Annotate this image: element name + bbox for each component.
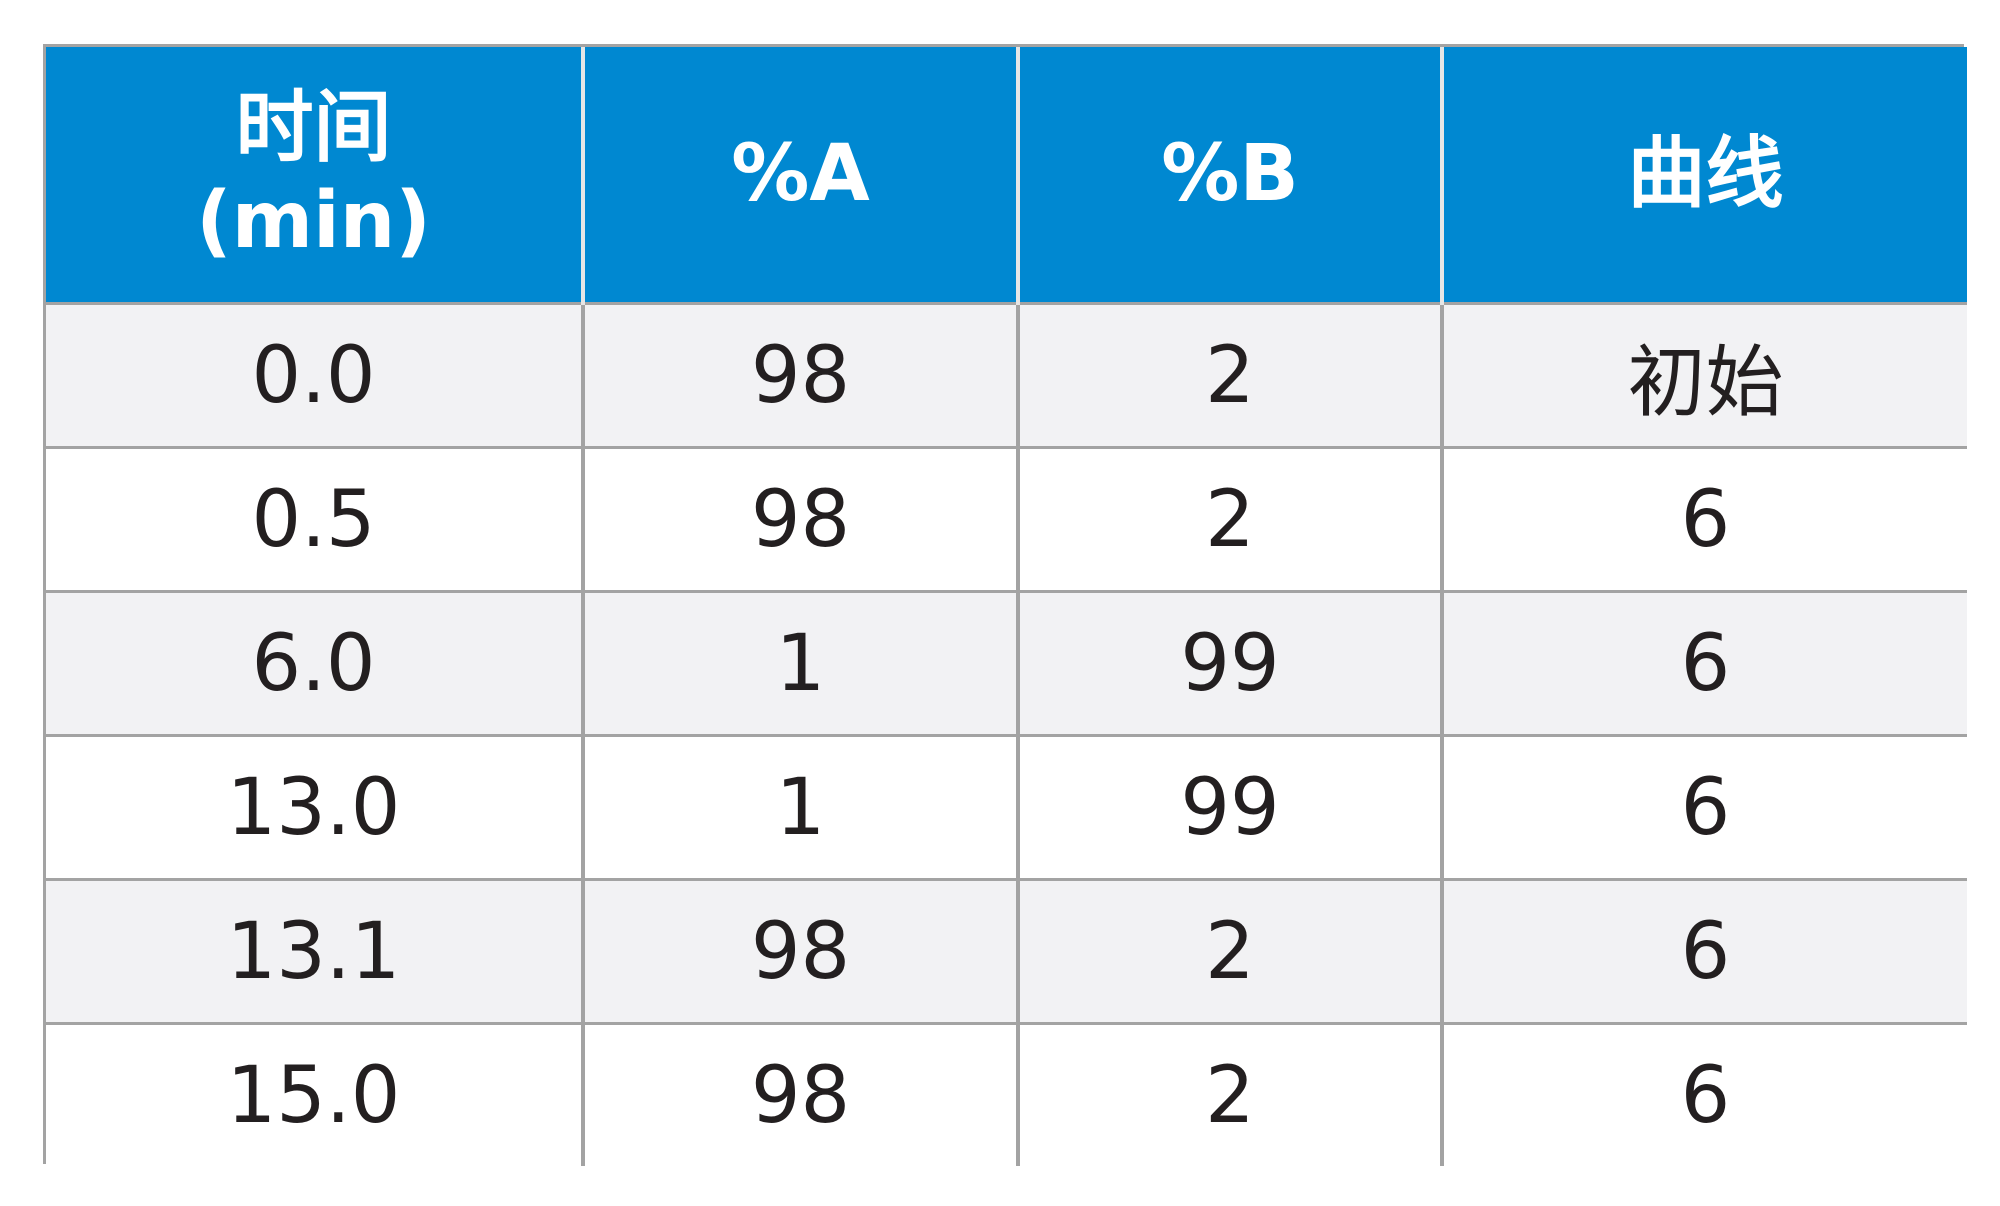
- header-curve-label: 曲线: [1627, 129, 1784, 220]
- cell-curve: 初始: [1440, 302, 1967, 448]
- cell-percent-a: 98: [581, 878, 1018, 1024]
- cell-percent-a: 1: [581, 590, 1018, 736]
- header-percent-b-label: %B: [1161, 129, 1299, 220]
- cell-percent-a: 98: [581, 1022, 1018, 1166]
- table-row: 13.1 98 2 6: [46, 878, 1967, 1024]
- cell-percent-a: 98: [581, 302, 1018, 448]
- table-row: 15.0 98 2 6: [46, 1022, 1967, 1166]
- header-percent-a: %A: [581, 47, 1018, 304]
- table-row: 6.0 1 99 6: [46, 590, 1967, 736]
- gradient-table-container: 时间 (min) %A %B 曲线 0.0 98 2 初始: [43, 44, 1967, 1166]
- table-row: 0.5 98 2 6: [46, 446, 1967, 592]
- cell-time: 0.0: [46, 302, 583, 448]
- cell-time: 6.0: [46, 590, 583, 736]
- header-time-unit: (min): [196, 175, 431, 266]
- header-curve: 曲线: [1440, 47, 1967, 304]
- cell-percent-b: 99: [1016, 590, 1442, 736]
- header-percent-a-label: %A: [731, 129, 870, 220]
- cell-percent-b: 2: [1016, 1022, 1442, 1166]
- cell-percent-a: 1: [581, 734, 1018, 880]
- cell-curve: 6: [1440, 1022, 1967, 1166]
- cell-time: 13.1: [46, 878, 583, 1024]
- cell-curve: 6: [1440, 590, 1967, 736]
- cell-percent-b: 2: [1016, 302, 1442, 448]
- cell-time: 15.0: [46, 1022, 583, 1166]
- cell-percent-b: 99: [1016, 734, 1442, 880]
- table-row: 13.0 1 99 6: [46, 734, 1967, 880]
- cell-curve: 6: [1440, 878, 1967, 1024]
- cell-percent-a: 98: [581, 446, 1018, 592]
- cell-curve: 6: [1440, 446, 1967, 592]
- table-header-row: 时间 (min) %A %B 曲线: [46, 47, 1967, 304]
- header-time: 时间 (min): [46, 47, 583, 304]
- cell-time: 0.5: [46, 446, 583, 592]
- gradient-table: 时间 (min) %A %B 曲线 0.0 98 2 初始: [46, 47, 1967, 1166]
- cell-percent-b: 2: [1016, 446, 1442, 592]
- cell-time: 13.0: [46, 734, 583, 880]
- table-row: 0.0 98 2 初始: [46, 302, 1967, 448]
- header-time-label: 时间: [235, 83, 392, 174]
- cell-percent-b: 2: [1016, 878, 1442, 1024]
- cell-curve: 6: [1440, 734, 1967, 880]
- header-percent-b: %B: [1016, 47, 1442, 304]
